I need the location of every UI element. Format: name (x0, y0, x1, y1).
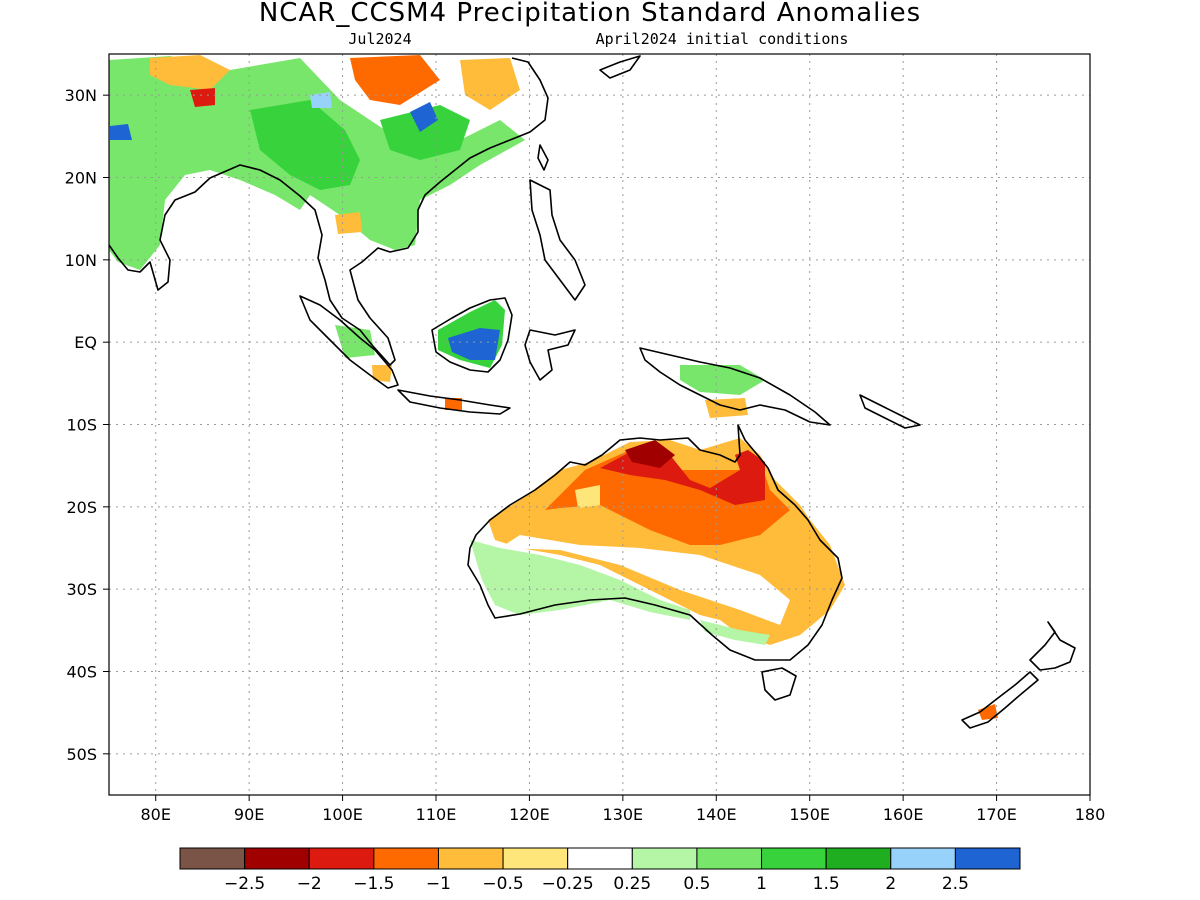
color-bar-label: 1.5 (813, 874, 840, 894)
color-bar-swatch (244, 847, 310, 870)
longitude-tick-label: 150E (789, 805, 830, 824)
color-bar-swatch (954, 847, 1021, 870)
longitude-tick-label: 100E (322, 805, 363, 824)
anomaly-patch-dry-thailand (335, 212, 362, 234)
longitude-tick-label: 160E (883, 805, 924, 824)
color-bar-swatch (308, 847, 375, 870)
anomaly-patch-very-wet-borneo (448, 328, 500, 360)
coastline-solomons (859, 394, 921, 429)
coastline-south-asia (109, 57, 549, 366)
longitude-tick-label: 110E (416, 805, 457, 824)
color-bar-label: 0.5 (683, 874, 710, 894)
coastline-sulawesi (524, 329, 576, 381)
coastline-japan-taiwan (537, 55, 641, 171)
coastline-new-guinea (639, 347, 831, 426)
latitude-tick-label: 20N (65, 169, 97, 188)
anomaly-patch-dry-new-zealand (978, 704, 998, 720)
anomaly-patch-dry-china-north (350, 55, 440, 105)
coastline-australia (467, 424, 843, 661)
color-bar-swatch (373, 847, 439, 870)
valid-month-label: Jul2024 (348, 30, 411, 48)
color-bar-label: −1.5 (353, 874, 394, 894)
latitude-tick-label: 50S (66, 745, 97, 764)
color-bar-swatch (890, 847, 956, 870)
latitude-tick-label: 20S (66, 498, 97, 517)
coastline-new-zealand-north (1029, 621, 1076, 671)
anomaly-patch-dry-china-east (460, 58, 520, 110)
color-bar-label: 0.25 (613, 874, 651, 894)
color-bar-label: −2.5 (224, 874, 265, 894)
anomaly-patch-wet-southeast-australia (700, 620, 770, 645)
init-conditions-label: April2024 initial conditions (596, 30, 849, 48)
color-bar-swatch (761, 847, 827, 870)
color-bar-label: −0.5 (482, 874, 523, 894)
anomaly-patch-dry-northwest (190, 88, 215, 107)
longitude-tick-label: 120E (509, 805, 550, 824)
longitude-tick-label: 80E (140, 805, 170, 824)
color-bar-label: −0.25 (542, 874, 594, 894)
chart-title: NCAR_CCSM4 Precipitation Standard Anomal… (259, 0, 921, 28)
latitude-tick-label: 30N (65, 86, 97, 105)
latitude-axis: 30N 20N 10N EQ 10S 20S 30S 40S 50S (65, 86, 109, 764)
color-bar-swatch (437, 847, 504, 870)
latitude-tick-label: 10N (65, 251, 97, 270)
anomaly-patch-dry-sumatra (372, 365, 392, 382)
anomaly-patch-wet-china (380, 105, 470, 160)
color-bar-label: −2 (297, 874, 322, 894)
map-plot-area (108, 53, 1091, 796)
anomaly-patch-moderately-dry-australia (545, 450, 790, 545)
color-bar-label: 2 (885, 874, 896, 894)
latitude-tick-label: 40S (66, 663, 97, 682)
longitude-tick-label: 130E (603, 805, 644, 824)
graticule (109, 54, 1090, 795)
color-bar-swatch (567, 847, 633, 870)
anomaly-patch-dry-java (445, 398, 462, 410)
coastline-sumatra (299, 295, 399, 389)
anomaly-patch-wet-indochina (250, 100, 360, 190)
color-bar-label: −1 (426, 874, 451, 894)
anomaly-shading (109, 55, 998, 720)
anomaly-patch-very-wet-india (110, 124, 132, 140)
coastline-new-zealand-south (961, 671, 1039, 729)
color-bar-legend: −2.5 −2 −1.5 −1 −0.5 −0.25 0.25 0.5 1 1.5 2 2.5 (179, 847, 1021, 894)
longitude-axis: 80E 90E 100E 110E 120E 130E 140E 150E 160E 170E 18… (140, 795, 1105, 824)
latitude-tick-label: EQ (74, 333, 97, 352)
anomaly-patch-wet-light-india (310, 92, 332, 108)
longitude-tick-label: 90E (234, 805, 264, 824)
anomaly-patch-near-normal-australia (500, 535, 790, 625)
longitude-tick-label: 180 (1075, 805, 1106, 824)
longitude-tick-label: 140E (696, 805, 737, 824)
color-bar-label: 1 (756, 874, 767, 894)
coastline-java (397, 389, 511, 415)
color-bar-swatch (179, 847, 246, 870)
longitude-tick-label: 170E (976, 805, 1017, 824)
coastlines (109, 55, 1076, 729)
color-bar-swatch (696, 847, 763, 870)
coastline-borneo (431, 297, 513, 373)
anomaly-patch-extreme-dry-australia (625, 440, 675, 468)
color-bar-label: 2.5 (942, 874, 969, 894)
anomaly-patch-very-wet-china (410, 102, 438, 132)
coastline-tasmania (761, 667, 797, 701)
color-bar-swatch (502, 847, 569, 870)
latitude-tick-label: 30S (66, 580, 97, 599)
anomaly-patch-slightly-dry-australia (575, 485, 600, 508)
anomaly-patch-dry-tibet (150, 55, 230, 90)
color-bar-swatch (825, 847, 892, 870)
anomaly-patch-wet-sumatra (335, 325, 375, 358)
coastline-philippines (529, 179, 586, 301)
color-bar-swatch (631, 847, 698, 870)
latitude-tick-label: 10S (66, 416, 97, 435)
